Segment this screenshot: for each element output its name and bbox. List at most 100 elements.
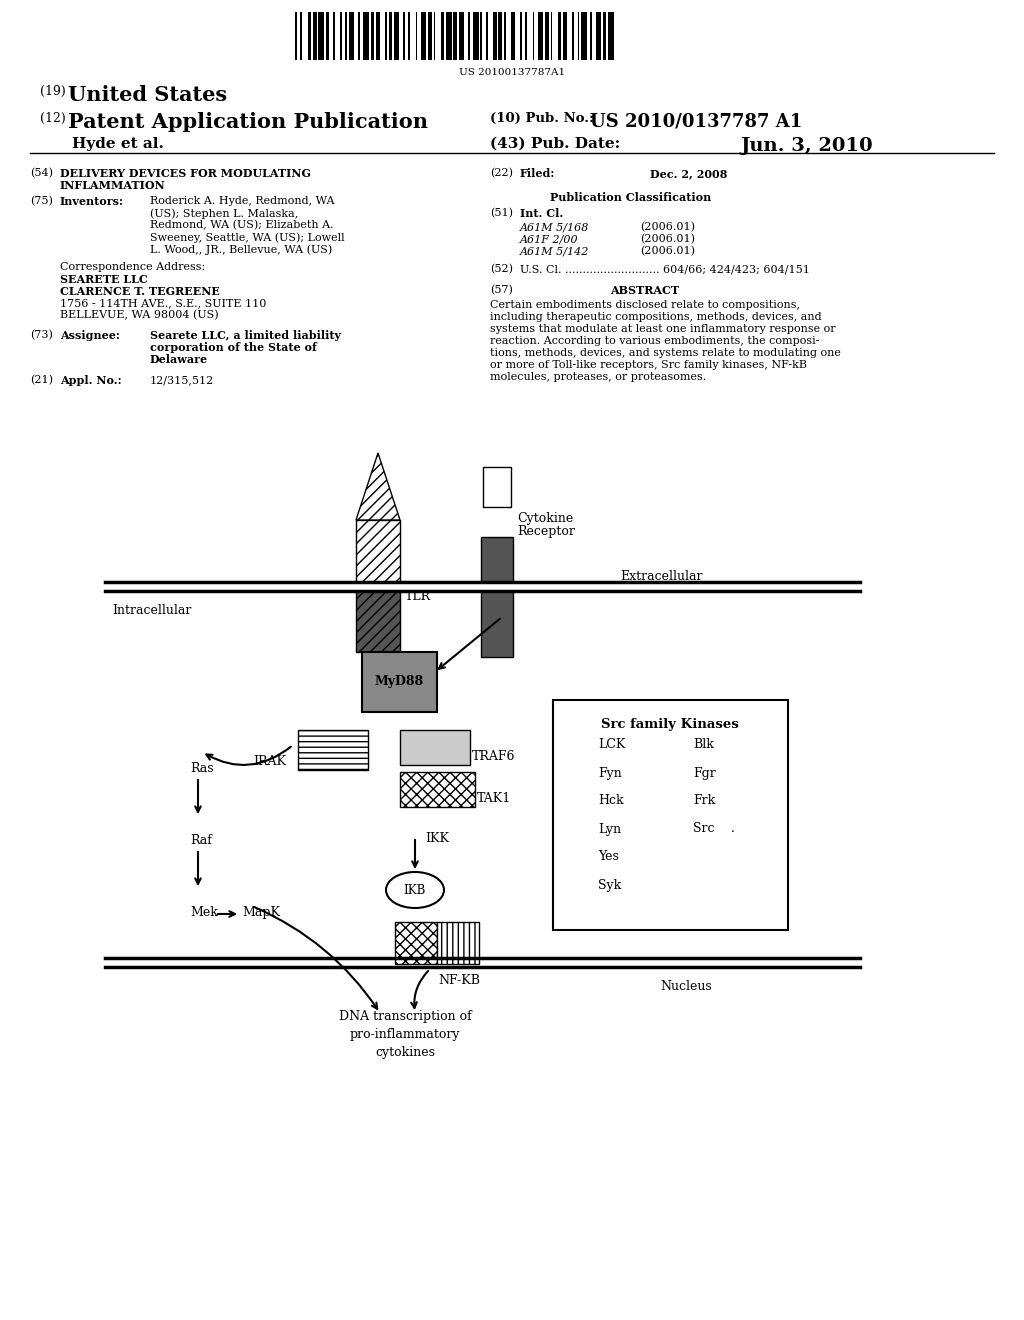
Text: Mek: Mek: [190, 906, 218, 919]
Bar: [395, 921, 437, 964]
Text: L. Wood,, JR., Bellevue, WA (US): L. Wood,, JR., Bellevue, WA (US): [150, 244, 332, 255]
Bar: [545, 12, 549, 59]
Text: Src family Kinases: Src family Kinases: [601, 718, 739, 731]
Text: Assignee:: Assignee:: [60, 330, 120, 341]
Text: Sweeney, Seattle, WA (US); Lowell: Sweeney, Seattle, WA (US); Lowell: [150, 232, 345, 243]
Bar: [532, 12, 535, 59]
Text: 1756 - 114TH AVE., S.E., SUITE 110: 1756 - 114TH AVE., S.E., SUITE 110: [60, 298, 266, 308]
Text: Publication Classification: Publication Classification: [550, 191, 712, 203]
Bar: [300, 12, 302, 59]
Text: (52): (52): [490, 264, 513, 275]
Bar: [400, 772, 475, 807]
Bar: [394, 12, 399, 59]
Bar: [313, 12, 316, 59]
Text: ABSTRACT: ABSTRACT: [610, 285, 679, 296]
Bar: [483, 467, 511, 507]
Text: MyD88: MyD88: [375, 676, 424, 689]
Text: Certain embodiments disclosed relate to compositions,: Certain embodiments disclosed relate to …: [490, 300, 800, 310]
Bar: [371, 12, 374, 59]
Text: Fgr: Fgr: [693, 767, 716, 780]
Text: NF-KB: NF-KB: [438, 974, 480, 987]
Text: DELIVERY DEVICES FOR MODULATING: DELIVERY DEVICES FOR MODULATING: [60, 168, 311, 180]
Text: .: .: [731, 822, 735, 836]
Text: tions, methods, devices, and systems relate to modulating one: tions, methods, devices, and systems rel…: [490, 348, 841, 358]
Bar: [388, 12, 392, 59]
Bar: [333, 12, 335, 59]
Text: Appl. No.:: Appl. No.:: [60, 375, 122, 385]
Text: (12): (12): [40, 112, 66, 125]
Bar: [459, 12, 464, 59]
Bar: [468, 12, 470, 59]
Text: IRAK: IRAK: [253, 755, 286, 768]
Bar: [582, 12, 587, 59]
Bar: [553, 700, 788, 931]
Text: IKB: IKB: [403, 883, 426, 896]
Text: Searete LLC, a limited liability: Searete LLC, a limited liability: [150, 330, 341, 341]
Bar: [551, 12, 552, 59]
Bar: [558, 12, 561, 59]
Text: reaction. According to various embodiments, the composi-: reaction. According to various embodimen…: [490, 337, 819, 346]
Text: Lyn: Lyn: [598, 822, 622, 836]
Text: (73): (73): [30, 330, 53, 341]
Text: Delaware: Delaware: [150, 354, 208, 366]
Bar: [307, 12, 311, 59]
Text: Extracellular: Extracellular: [620, 570, 702, 583]
Text: Roderick A. Hyde, Redmond, WA: Roderick A. Hyde, Redmond, WA: [150, 195, 335, 206]
Text: Fyn: Fyn: [598, 767, 622, 780]
Text: Blk: Blk: [693, 738, 714, 751]
Bar: [403, 12, 404, 59]
Text: (2006.01): (2006.01): [640, 222, 695, 232]
Text: Yes: Yes: [598, 850, 618, 863]
Bar: [326, 12, 329, 59]
Text: (US); Stephen L. Malaska,: (US); Stephen L. Malaska,: [150, 209, 298, 219]
Text: A61M 5/142: A61M 5/142: [520, 246, 590, 256]
Text: Src: Src: [693, 822, 715, 836]
Text: TRAF6: TRAF6: [472, 750, 515, 763]
Bar: [473, 12, 478, 59]
Text: DNA transcription of
pro-inflammatory
cytokines: DNA transcription of pro-inflammatory cy…: [339, 1010, 471, 1059]
Bar: [563, 12, 567, 59]
Bar: [446, 12, 452, 59]
Text: Raf: Raf: [190, 834, 212, 847]
Bar: [437, 921, 479, 964]
Text: (75): (75): [30, 195, 53, 206]
Text: or more of Toll-like receptors, Src family kinases, NF-kB: or more of Toll-like receptors, Src fami…: [490, 360, 807, 370]
Bar: [318, 12, 324, 59]
Text: (2006.01): (2006.01): [640, 246, 695, 256]
Bar: [578, 12, 580, 59]
Bar: [454, 12, 457, 59]
Bar: [400, 730, 470, 766]
Bar: [358, 12, 359, 59]
Text: (22): (22): [490, 168, 513, 178]
Bar: [298, 730, 368, 770]
Bar: [480, 12, 482, 59]
Text: Dec. 2, 2008: Dec. 2, 2008: [650, 168, 727, 180]
Text: (2006.01): (2006.01): [640, 234, 695, 244]
Text: INFLAMMATION: INFLAMMATION: [60, 180, 166, 191]
Bar: [596, 12, 601, 59]
Text: (43) Pub. Date:: (43) Pub. Date:: [490, 137, 621, 150]
Polygon shape: [356, 453, 400, 520]
Text: BELLEVUE, WA 98004 (US): BELLEVUE, WA 98004 (US): [60, 310, 219, 321]
Bar: [440, 12, 444, 59]
Text: (54): (54): [30, 168, 53, 178]
Text: Cytokine: Cytokine: [517, 512, 573, 525]
Text: 12/315,512: 12/315,512: [150, 375, 214, 385]
Bar: [499, 12, 502, 59]
Bar: [572, 12, 574, 59]
Bar: [345, 12, 347, 59]
Bar: [376, 12, 380, 59]
Text: (19): (19): [40, 84, 66, 98]
Text: including therapeutic compositions, methods, devices, and: including therapeutic compositions, meth…: [490, 312, 821, 322]
Text: US 20100137787A1: US 20100137787A1: [459, 69, 565, 77]
Bar: [525, 12, 527, 59]
Text: Receptor: Receptor: [517, 525, 574, 539]
Text: CLARENCE T. TEGREENE: CLARENCE T. TEGREENE: [60, 286, 220, 297]
Text: SEARETE LLC: SEARETE LLC: [60, 275, 147, 285]
Bar: [349, 12, 354, 59]
Bar: [538, 12, 544, 59]
Text: Syk: Syk: [598, 879, 622, 891]
Bar: [428, 12, 432, 59]
Text: Jun. 3, 2010: Jun. 3, 2010: [740, 137, 872, 154]
Text: (51): (51): [490, 209, 513, 218]
